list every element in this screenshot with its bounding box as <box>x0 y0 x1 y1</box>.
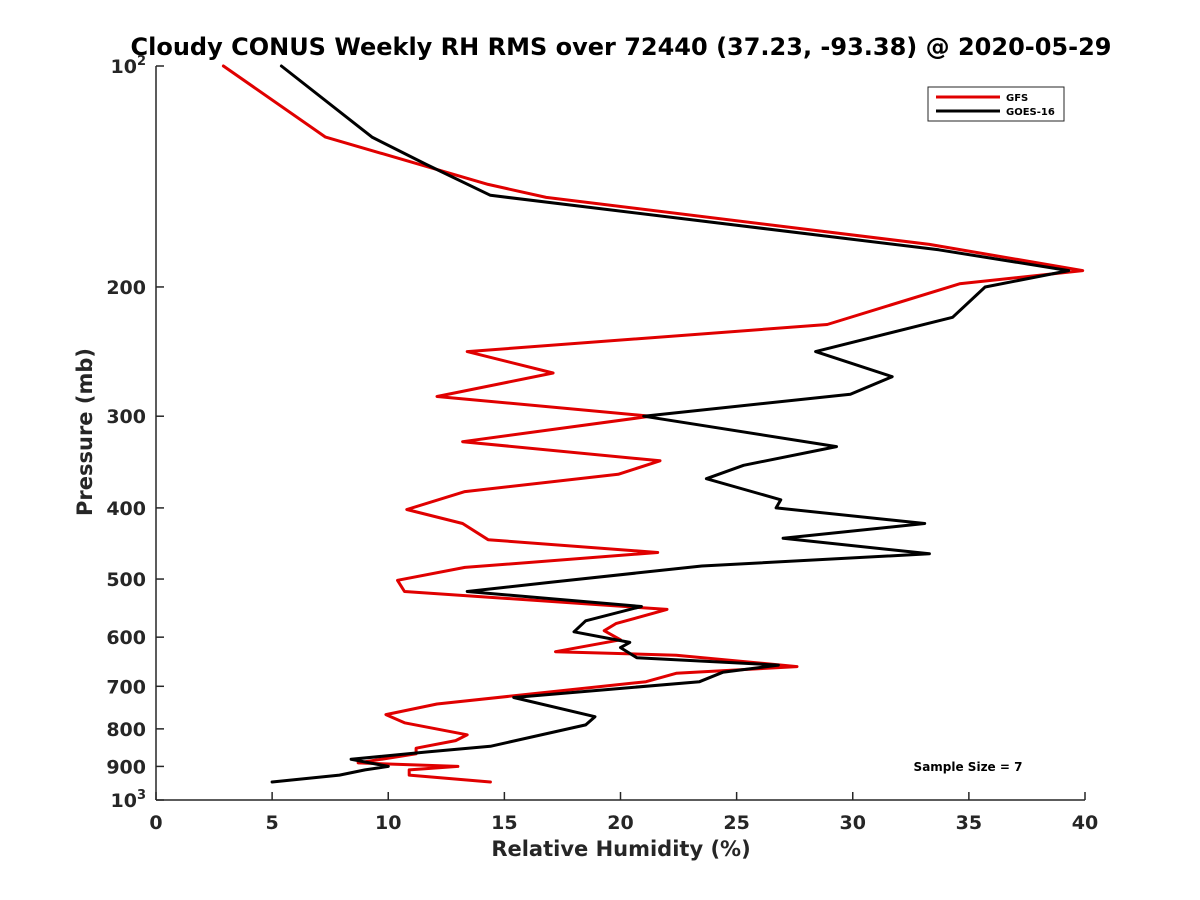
sample-size-annotation: Sample Size = 7 <box>914 760 1023 774</box>
x-tick-label-7: 35 <box>956 812 982 834</box>
y-tick-label-1: 200 <box>106 277 146 299</box>
x-tick-label-4: 20 <box>607 812 633 834</box>
y-tick-label-2: 300 <box>106 406 146 428</box>
x-tick-label-0: 0 <box>149 812 162 834</box>
legend: GFS GOES-16 <box>927 86 1065 122</box>
legend-box <box>927 86 1065 122</box>
x-axis-label: Relative Humidity (%) <box>491 837 750 861</box>
y-tick-label-3: 400 <box>106 498 146 520</box>
x-tick-label-5: 25 <box>723 812 749 834</box>
y-tick-label-7: 800 <box>106 719 146 741</box>
x-tick-label-6: 30 <box>840 812 866 834</box>
y-tick-label-8: 900 <box>106 756 146 778</box>
y-tick-label-5: 600 <box>106 627 146 649</box>
legend-label-goes-16: GOES-16 <box>1006 107 1055 118</box>
plot-area: 0 5 10 15 20 25 30 35 40 102 200 300 400 500 600 700 800… <box>106 54 1098 834</box>
y-tick-label-0: 102 <box>111 54 147 78</box>
x-tick-label-2: 10 <box>375 812 401 834</box>
x-tick-label-8: 40 <box>1072 812 1098 834</box>
y-tick-label-6: 700 <box>106 676 146 698</box>
y-tick-label-4: 500 <box>106 569 146 591</box>
y-tick-label-9: 103 <box>111 788 147 812</box>
x-tick-label-1: 5 <box>266 812 279 834</box>
x-tick-label-3: 15 <box>491 812 517 834</box>
chart-title: Cloudy CONUS Weekly RH RMS over 72440 (3… <box>131 33 1112 61</box>
series-line-gfs <box>221 64 1085 784</box>
series-line-goes-16 <box>270 64 1071 784</box>
y-axis-label: Pressure (mb) <box>73 348 97 516</box>
legend-label-gfs: GFS <box>1006 93 1028 104</box>
